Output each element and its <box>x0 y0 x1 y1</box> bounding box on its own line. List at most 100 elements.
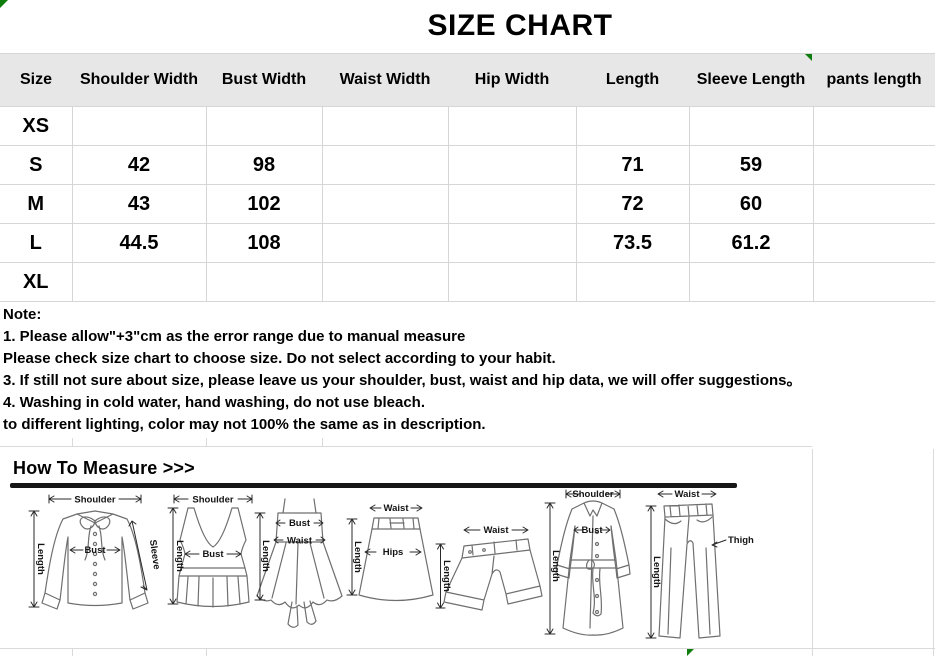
note-line: to different lighting, color may not 100… <box>3 416 486 433</box>
pants-length-label: Length <box>651 556 662 588</box>
gridline <box>812 449 813 656</box>
col-header-hip-width: Hip Width <box>448 53 576 107</box>
gridline <box>206 649 207 656</box>
page-title: SIZE CHART <box>427 9 613 42</box>
blouse-outline <box>41 510 149 610</box>
value-cell <box>322 223 449 263</box>
note-line: 1. Please allow"+3"cm as the error range… <box>3 328 466 345</box>
skirt-length-label: Length <box>352 541 363 573</box>
value-cell <box>448 184 577 224</box>
value-cell <box>813 223 935 263</box>
value-cell <box>813 145 935 185</box>
notes-heading: Note: <box>3 306 42 323</box>
value-cell: 60 <box>689 184 814 224</box>
coat-outline <box>555 500 631 636</box>
tank-bust-label: Bust <box>202 549 224 560</box>
gridline <box>72 438 73 446</box>
blouse-shoulder-label: Shoulder <box>74 495 115 506</box>
pants-thigh-label: Thigh <box>728 535 754 546</box>
shorts-measure-arrows <box>435 526 529 609</box>
figure-tank-top: Shoulder Length Bust <box>167 494 253 608</box>
pants-measure-arrows <box>645 490 727 639</box>
figure-dress: Length Bust Waist <box>254 498 343 628</box>
value-cell: 42 <box>72 145 207 185</box>
gridline <box>72 649 73 656</box>
pants-waist-label: Waist <box>675 489 701 500</box>
value-cell <box>813 106 935 146</box>
size-cell: XS <box>0 106 73 146</box>
cell-flag-icon <box>0 0 8 8</box>
figure-blouse: Shoulder Length Bust Sleeve <box>28 494 162 610</box>
gridline <box>0 648 935 649</box>
value-cell <box>322 145 449 185</box>
col-header-size: Size <box>0 53 72 107</box>
col-header-sleeve-length: Sleeve Length <box>689 53 813 107</box>
value-cell <box>689 106 814 146</box>
value-cell <box>448 223 577 263</box>
blouse-bust-label: Bust <box>84 545 106 556</box>
skirt-outline <box>358 517 434 602</box>
value-cell: 72 <box>576 184 690 224</box>
shorts-length-label: Length <box>441 560 452 592</box>
blouse-length-label: Length <box>35 543 46 575</box>
cell-flag-icon <box>805 54 812 61</box>
value-cell: 108 <box>206 223 323 263</box>
shorts-outline <box>443 538 543 611</box>
table-row-m: M 43 102 72 60 <box>0 184 935 224</box>
value-cell <box>72 106 207 146</box>
note-line: Please check size chart to choose size. … <box>3 350 556 367</box>
value-cell <box>206 262 323 302</box>
value-cell: 73.5 <box>576 223 690 263</box>
value-cell <box>322 184 449 224</box>
value-cell <box>813 262 935 302</box>
note-line: 3. If still not sure about size, please … <box>3 372 802 389</box>
figure-skirt: Waist Length Hips <box>346 503 434 602</box>
value-cell: 102 <box>206 184 323 224</box>
notes-section: Note: 1. Please allow"+3"cm as the error… <box>3 304 802 436</box>
value-cell <box>448 106 577 146</box>
value-cell <box>206 106 323 146</box>
table-row-s: S 42 98 71 59 <box>0 145 935 185</box>
value-cell <box>322 262 449 302</box>
value-cell: 59 <box>689 145 814 185</box>
coat-measure-arrows <box>544 489 621 635</box>
skirt-hips-label: Hips <box>383 547 404 558</box>
value-cell <box>448 145 577 185</box>
dress-measure-arrows <box>254 512 326 601</box>
size-cell: XL <box>0 262 73 302</box>
value-cell <box>322 106 449 146</box>
figure-pants: Waist Length Thigh <box>645 489 754 639</box>
value-cell <box>72 262 207 302</box>
size-chart-table: Size Shoulder Width Bust Width Waist Wid… <box>0 53 935 302</box>
size-cell: S <box>0 145 73 185</box>
col-header-bust-width: Bust Width <box>206 53 322 107</box>
tank-length-label: Length <box>174 540 185 572</box>
dress-length-label: Length <box>260 540 271 572</box>
how-to-measure-panel: How To Measure >>> Shoulder <box>10 450 810 648</box>
table-row-xs: XS <box>0 106 935 146</box>
value-cell <box>576 262 690 302</box>
col-header-waist-width: Waist Width <box>322 53 448 107</box>
skirt-measure-arrows <box>346 504 423 596</box>
figure-coat: Shoulder Bust Length <box>544 489 631 636</box>
gridline <box>322 438 323 446</box>
skirt-waist-label: Waist <box>384 503 410 514</box>
value-cell <box>448 262 577 302</box>
tank-shoulder-label: Shoulder <box>192 495 233 506</box>
size-cell: L <box>0 223 73 263</box>
gridline <box>0 446 812 447</box>
coat-length-label: Length <box>550 550 561 582</box>
shorts-waist-label: Waist <box>484 525 510 536</box>
dress-waist-label: Waist <box>287 536 313 547</box>
value-cell <box>689 262 814 302</box>
table-row-xl: XL <box>0 262 935 302</box>
table-row-l: L 44.5 108 73.5 61.2 <box>0 223 935 263</box>
value-cell: 98 <box>206 145 323 185</box>
measure-heading: How To Measure >>> <box>13 458 195 478</box>
size-cell: M <box>0 184 73 224</box>
value-cell <box>813 184 935 224</box>
note-line: 4. Washing in cold water, hand washing, … <box>3 394 425 411</box>
gridline <box>933 449 934 656</box>
figure-shorts: Waist Length <box>435 525 543 611</box>
